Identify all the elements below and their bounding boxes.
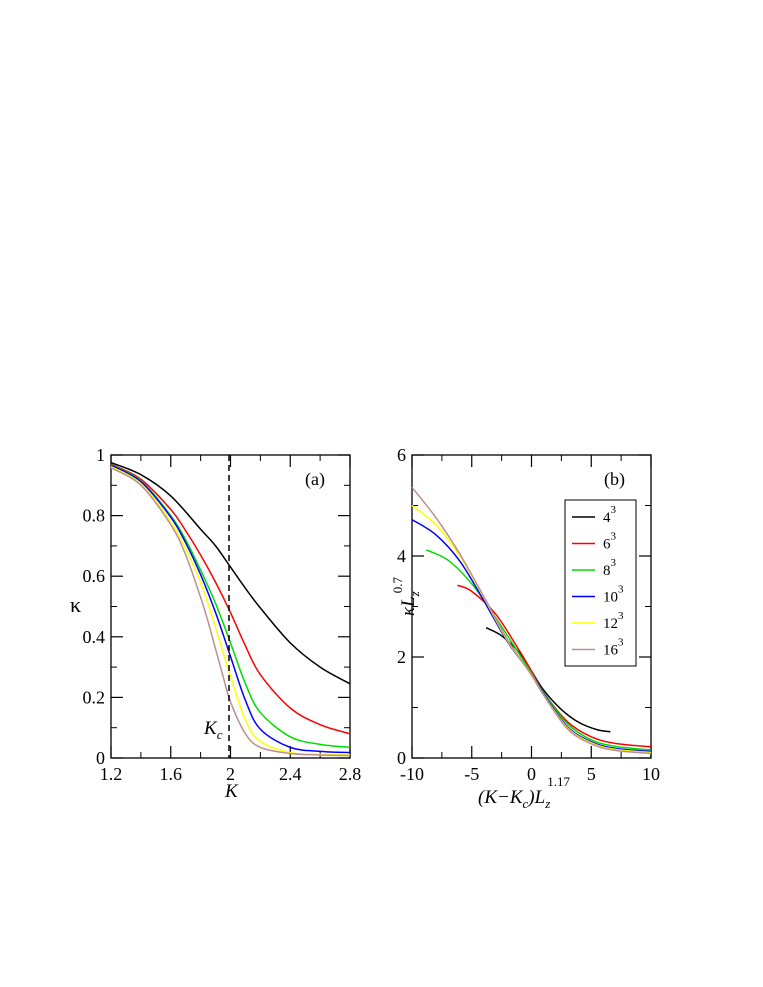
panel-b-label: (b) [604, 469, 625, 490]
legend-label: 123 [603, 610, 624, 632]
x-tick-label: 2.4 [279, 764, 302, 784]
legend-label-base: 8 [603, 563, 611, 579]
critical-k-label-main: K [203, 718, 218, 739]
y-tick-label: 4 [397, 546, 406, 566]
series-line-b-5 [411, 486, 652, 755]
legend-label-base: 4 [603, 510, 611, 526]
series-line-a-2 [110, 464, 351, 749]
panel-b-ylabel: κLz0.7 [390, 577, 422, 617]
y-tick-label: 0.2 [83, 687, 106, 707]
y-tick-label: 0.4 [83, 627, 106, 647]
panel-b-ticks: -10 -5 0 5 10 0 2 4 6 [397, 445, 660, 784]
panel-a-frame [110, 454, 351, 759]
y-tick-label: 0.8 [83, 506, 106, 526]
legend-box [564, 499, 637, 667]
y-tick-label: 1 [96, 445, 105, 465]
x-tick-label: -10 [400, 764, 424, 784]
legend-label-base: 10 [603, 590, 618, 606]
panel-a-xlabel: K [224, 781, 239, 802]
critical-k-label: Kc [203, 718, 223, 742]
panel-b-xlabel-sup: 1.17 [547, 774, 570, 789]
x-tick-label: 5 [587, 764, 596, 784]
x-tick-label: 2.8 [339, 764, 362, 784]
x-tick-label: 0 [527, 764, 536, 784]
x-tick-label: 1.6 [160, 764, 183, 784]
panel-b-xlabel: (K−Kc)Lz 1.17 [478, 774, 571, 811]
legend-label-sup: 3 [611, 531, 617, 543]
y-tick-label: 0.6 [83, 566, 106, 586]
x-tick-label: 10 [642, 764, 660, 784]
panel-a-ticks: 1.2 1.6 2 2.4 2.8 0 0.2 0.4 0.6 0.8 1 [83, 445, 362, 784]
legend-label: 163 [603, 637, 624, 659]
legend-label-base: 12 [603, 616, 618, 632]
legend-label: 103 [603, 584, 624, 606]
series-line-a-3 [110, 464, 351, 754]
critical-k-label-sub: c [217, 727, 223, 742]
legend-label: 83 [603, 557, 617, 579]
panel-b-xlabel-sub2: z [544, 796, 550, 811]
y-tick-label: 0 [96, 748, 105, 768]
y-tick-label: 6 [397, 445, 406, 465]
y-tick-label: 2 [397, 647, 406, 667]
series-line-a-0 [110, 461, 351, 685]
legend-label-base: 6 [603, 537, 611, 553]
panel-a: 1.2 1.6 2 2.4 2.8 0 0.2 0.4 0.6 0.8 1 Kc (a) κ K [70, 445, 361, 802]
legend-label-base: 16 [603, 643, 619, 659]
series-line-a-4 [110, 465, 351, 756]
legend-label: 63 [603, 531, 617, 553]
panel-a-label: (a) [305, 469, 325, 490]
panel-b-series [411, 486, 652, 755]
legend-label-sup: 3 [618, 584, 624, 596]
y-tick-label: 0 [397, 748, 406, 768]
x-tick-label: 1.2 [100, 764, 123, 784]
panel-a-ylabel: κ [70, 592, 81, 617]
series-line-a-1 [110, 463, 351, 735]
legend-label: 43 [603, 504, 617, 526]
panel-b-xlabel-part1: (K−K [478, 787, 524, 808]
panel-b-ylabel-main: κL [398, 596, 419, 616]
legend-label-sup: 3 [611, 504, 617, 516]
legend-label-sup: 3 [611, 557, 617, 569]
x-tick-label: 2 [226, 764, 235, 784]
legend-label-sup: 3 [618, 610, 624, 622]
x-tick-label: -5 [464, 764, 479, 784]
panel-b-ylabel-sub: z [407, 591, 422, 597]
series-line-a-5 [110, 467, 351, 757]
legend-label-sup: 3 [618, 637, 624, 649]
panel-b-xlabel-sub1: c [523, 796, 529, 811]
panel-b-ylabel-sup: 0.7 [390, 577, 405, 594]
panel-b-xlabel-mid: )L [527, 787, 545, 808]
panel-a-series [110, 461, 351, 757]
